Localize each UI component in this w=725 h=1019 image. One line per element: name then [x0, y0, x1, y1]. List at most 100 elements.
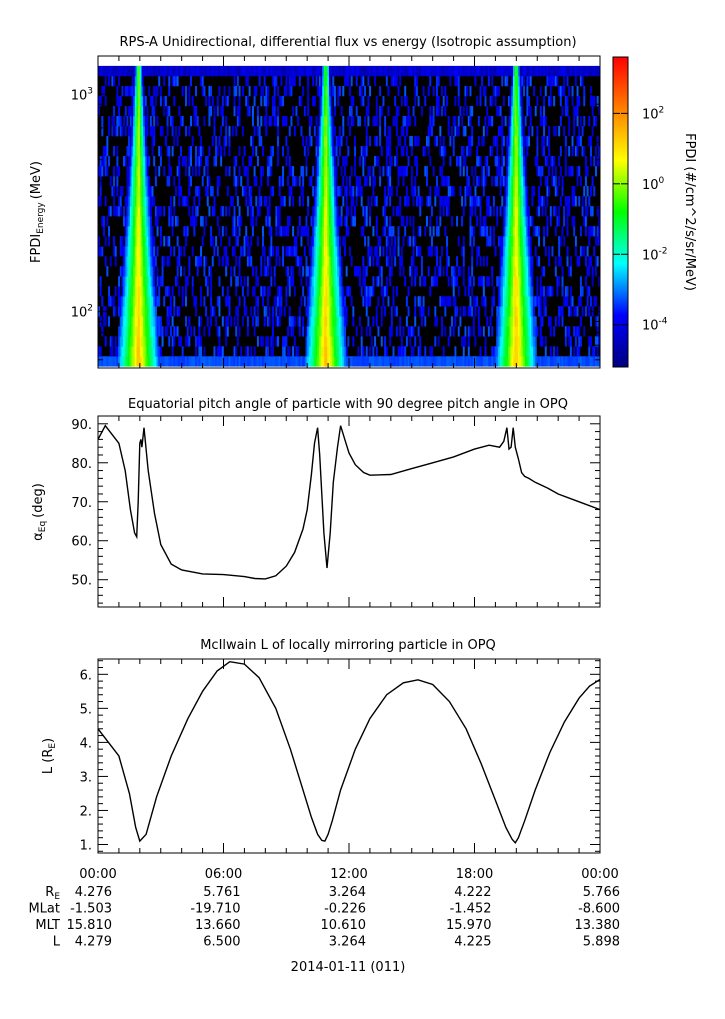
spectrogram-cell [277, 246, 280, 257]
spectrogram-cell [169, 216, 172, 227]
spectrogram-cell [442, 156, 445, 167]
spectrogram-cell [287, 216, 290, 227]
spectrogram-cell [583, 356, 586, 367]
spectrogram-cell [308, 286, 311, 297]
spectrogram-cell [138, 336, 141, 347]
spectrogram-cell [384, 356, 387, 367]
spectrogram-cell [98, 196, 100, 207]
spectrogram-cell [144, 236, 147, 247]
spectrogram-cell [185, 276, 187, 287]
spectrogram-cell [422, 85, 425, 97]
spectrogram-cell [598, 65, 600, 77]
spectrogram-cell [417, 226, 420, 237]
spectrogram-cell [176, 326, 179, 337]
spectrogram-cell [434, 336, 437, 347]
spectrogram-cell [330, 105, 333, 117]
spectrogram-cell [434, 246, 437, 257]
colorbar-label: FPDI (#/cm^2/s/sr/MeV) [682, 133, 697, 291]
spectrogram-cell [370, 356, 373, 367]
spectrogram-cell [178, 126, 181, 137]
spectrogram-cell [307, 306, 310, 317]
spectrogram-cell [355, 266, 358, 277]
spectrogram-cell [255, 196, 258, 207]
spectrogram-cell [539, 196, 542, 207]
spectrogram-cell [519, 226, 522, 237]
spectrogram-cell [300, 296, 303, 307]
spectrogram-cell [328, 316, 331, 327]
spectrogram-cell [181, 286, 184, 297]
spectrogram-cell [354, 146, 356, 157]
spectrogram-cell [389, 166, 392, 177]
spectrogram-cell [109, 206, 112, 217]
spectrogram-cell [482, 136, 485, 147]
spectrogram-cell [429, 65, 432, 77]
spectrogram-cell [300, 166, 303, 177]
spectrogram-cell [131, 156, 134, 167]
spectrogram-cell [596, 65, 599, 77]
spectrogram-cell [288, 356, 291, 367]
spectrogram-cell [198, 65, 201, 77]
spectrogram-cell [345, 266, 348, 277]
spectrogram-cell [518, 95, 520, 107]
spectrogram-cell [156, 266, 159, 277]
spectrogram-cell [278, 256, 281, 267]
spectrogram-cell [216, 186, 219, 197]
spectrogram-cell [544, 246, 547, 257]
spectrogram-cell [240, 276, 243, 287]
spectrogram-cell [474, 196, 477, 207]
spectrogram-cell [349, 126, 351, 137]
spectrogram-cell [186, 196, 189, 207]
spectrogram-cell [109, 296, 112, 307]
spectrogram-cell [221, 356, 224, 367]
spectrogram-cell [230, 266, 233, 277]
spectrogram-cell [543, 236, 546, 247]
spectrogram-cell [124, 85, 127, 97]
spectrogram-cell [226, 186, 229, 197]
spectrogram-cell [419, 206, 422, 217]
spectrogram-cell [230, 356, 233, 367]
spectrogram-cell [466, 65, 469, 77]
spectrogram-cell [514, 65, 517, 77]
spectrogram-cell [108, 75, 111, 87]
spectrogram-cell [129, 346, 132, 357]
spectrogram-cell [109, 346, 112, 357]
spectrogram-cell [133, 236, 136, 247]
spectrogram-cell [454, 65, 457, 77]
spectrogram-cell [355, 356, 358, 367]
spectrogram-cell [536, 206, 539, 217]
spectrogram-cell [327, 296, 330, 307]
spectrogram-cell [113, 116, 116, 127]
spectrogram-cell [327, 216, 330, 227]
spectrogram-cell [103, 146, 105, 157]
spectrogram-cell [333, 266, 336, 277]
spectrogram-cell [516, 316, 519, 327]
spectrogram-cell [598, 206, 600, 217]
spectrogram-cell [201, 85, 204, 97]
spectrogram-cell [511, 85, 514, 97]
spectrogram-cell [148, 65, 151, 77]
spectrogram-cell [467, 176, 470, 187]
spectrogram-cell [380, 286, 383, 297]
spectrogram-cell [235, 126, 238, 137]
spectrogram-cell [260, 256, 263, 267]
spectrogram-cell [206, 176, 209, 187]
spectrogram-cell [360, 75, 363, 87]
spectrogram-cell [467, 286, 470, 297]
spectrogram-cell [173, 336, 176, 347]
spectrogram-cell [263, 286, 266, 297]
spectrogram-cell [509, 276, 512, 287]
spectrogram-cell [246, 256, 249, 267]
spectrogram-cell [563, 296, 566, 307]
spectrogram-cell [166, 306, 169, 317]
spectrogram-cell [330, 146, 333, 157]
spectrogram-cell [466, 105, 469, 117]
spectrogram-cell [195, 346, 198, 357]
spectrogram-cell [387, 296, 390, 307]
spectrogram-cell [484, 116, 487, 127]
spectrogram-cell [255, 296, 258, 307]
spectrogram-cell [529, 236, 532, 247]
spectrogram-cell [583, 326, 586, 337]
spectrogram-cell [250, 256, 253, 267]
spectrogram-cell [446, 266, 449, 277]
spectrogram-cell [320, 316, 323, 327]
